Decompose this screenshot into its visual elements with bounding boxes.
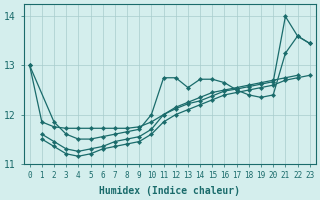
X-axis label: Humidex (Indice chaleur): Humidex (Indice chaleur) xyxy=(99,186,240,196)
